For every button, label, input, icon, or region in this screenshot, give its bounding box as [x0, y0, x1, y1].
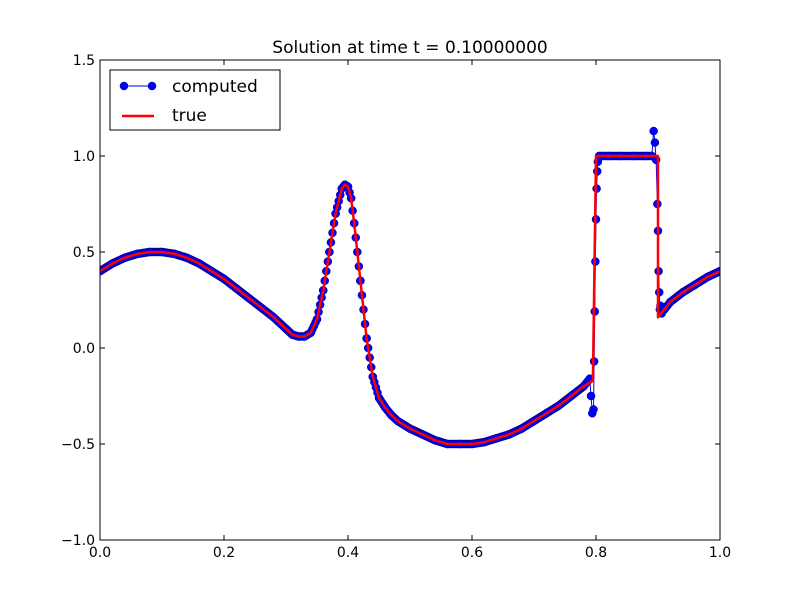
legend-computed-label: computed — [172, 77, 258, 97]
series-true-line — [100, 154, 720, 446]
y-tick-label: 0.5 — [73, 245, 95, 261]
series-computed-point — [649, 126, 658, 136]
plot-area — [99, 59, 721, 541]
x-tick-label: 0.0 — [89, 545, 111, 561]
y-tick-label: −0.5 — [61, 437, 95, 453]
x-tick-label: 0.2 — [213, 545, 235, 561]
legend-computed-marker-left — [119, 81, 129, 91]
x-tick-label: 0.6 — [461, 545, 483, 561]
y-tick-label: 0.0 — [73, 341, 95, 357]
legend-true-label: true — [172, 106, 207, 126]
series-computed-point — [592, 167, 602, 176]
axes-frame — [99, 59, 721, 541]
series-computed-point — [650, 138, 660, 147]
y-tick-label: 1.0 — [73, 149, 95, 165]
legend-box — [109, 69, 281, 131]
x-tick-label: 0.8 — [585, 545, 607, 561]
y-tick-label: −1.0 — [61, 533, 95, 549]
series-computed-point — [586, 391, 596, 401]
y-tick-label: 1.5 — [73, 53, 95, 69]
chart-title: Solution at time t = 0.10000000 — [272, 38, 547, 58]
y-axis: −1.0 −0.5 0.0 0.5 1.0 1.5 — [61, 53, 720, 549]
x-axis: 0.0 0.2 0.4 0.6 0.8 1.0 — [89, 60, 731, 561]
x-tick-label: 1.0 — [709, 545, 731, 561]
legend: computed true — [109, 69, 281, 131]
series-computed-point — [589, 405, 598, 414]
x-tick-label: 0.4 — [337, 545, 359, 561]
legend-computed-marker-right — [147, 81, 157, 91]
